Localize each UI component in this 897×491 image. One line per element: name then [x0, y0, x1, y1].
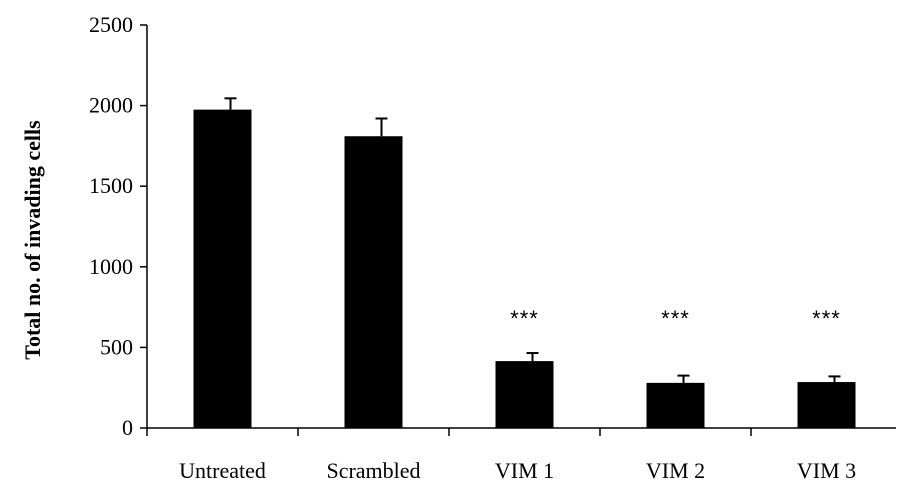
error-bars — [224, 97, 841, 383]
x-tick-label: VIM 2 — [646, 458, 705, 483]
significance-marker: *** — [661, 306, 690, 331]
bar-vim-1 — [495, 361, 554, 428]
significance-marker: *** — [510, 306, 539, 331]
y-axis: 0 500 1000 1500 2000 2500 — [89, 12, 148, 440]
error-bar — [828, 375, 841, 383]
y-tick-label: 500 — [100, 334, 133, 359]
error-bar — [224, 97, 237, 110]
error-bar — [677, 374, 690, 383]
y-tick-label: 2000 — [89, 93, 133, 118]
significance-marker: *** — [812, 306, 841, 331]
significance-annotations: *** *** *** — [510, 306, 841, 331]
y-tick-label: 1500 — [89, 173, 133, 198]
y-axis-label: Total no. of invading cells — [20, 120, 45, 360]
bar-vim-3 — [797, 382, 856, 428]
x-tick-label: Untreated — [179, 458, 266, 483]
x-tick-label: VIM 1 — [495, 458, 554, 483]
bar-scrambled — [344, 136, 403, 428]
error-bar — [526, 352, 539, 362]
y-tick-label: 0 — [122, 415, 133, 440]
bar-vim-2 — [646, 382, 705, 428]
bar-untreated — [193, 109, 252, 428]
bars — [193, 109, 856, 428]
y-tick-label: 1000 — [89, 254, 133, 279]
x-tick-label: Scrambled — [326, 458, 420, 483]
error-bar — [375, 117, 388, 137]
y-tick-label: 2500 — [89, 12, 133, 37]
x-tick-label: VIM 3 — [797, 458, 856, 483]
x-axis: Untreated Scrambled VIM 1 VIM 2 VIM 3 — [146, 427, 896, 483]
